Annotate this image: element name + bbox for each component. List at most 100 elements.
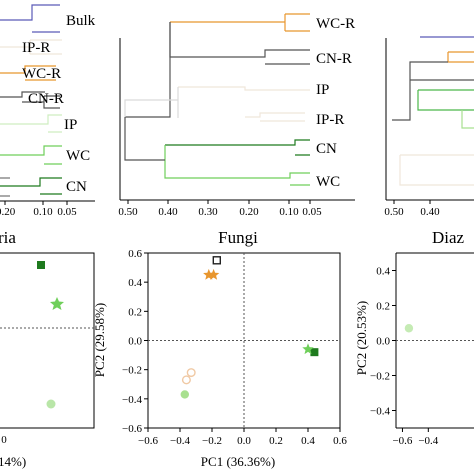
point-ip [46, 399, 56, 409]
tick-label: 0.20 [239, 206, 259, 218]
bacteria-dendrogram: Bulk IP-R WC-R CN-R IP WC CN 0.20 0.10 0… [0, 4, 96, 218]
y-tick-label: 0.2 [376, 301, 390, 313]
y-tick-label: −0.2 [122, 365, 142, 377]
y-tick-label: −0.4 [122, 394, 142, 406]
fungi-pca: Fungi PC2 (29.58%) PC1 (36.36%) −0.6 −0.4… [92, 228, 347, 469]
data-point-ip-r [181, 375, 191, 385]
y-tick-label: 0.0 [128, 336, 142, 348]
branch-green [417, 89, 474, 111]
branch-light [461, 110, 474, 129]
leaf-label: CN-R [316, 51, 352, 67]
tick-label: 0 [1, 434, 7, 446]
branch-wc [164, 145, 310, 186]
diazotroph-pca: Diaz PC2 (20.53%) 0.40.20.0−0.2−0.4−0.6−… [354, 228, 474, 447]
data-point-wc-r [207, 268, 220, 280]
leaf-label: WC [66, 148, 90, 164]
bacteria-leaf-labels: Bulk IP-R WC-R CN-R IP WC CN [22, 13, 96, 195]
bacteria-pca: ria 0 14%) [0, 228, 95, 469]
branch-bulk [0, 4, 60, 33]
tick-label: 0.10 [33, 206, 53, 218]
point-cn [37, 261, 45, 269]
x-tick-label: −0.6 [138, 435, 158, 447]
data-point-ip [180, 390, 189, 399]
branch-cn-r [0, 91, 60, 109]
tick-label: 0.05 [57, 206, 77, 218]
x-tick-label: 0.6 [333, 435, 347, 447]
leaf-label: IP-R [22, 40, 50, 56]
branch-ip-join [124, 87, 179, 118]
x-axis-label: PC1 (36.36%) [201, 454, 275, 469]
tick-label: 0.40 [420, 206, 440, 218]
branch-wc-r [0, 65, 56, 81]
leaf-label: CN [66, 179, 87, 195]
data-point-cn-r [212, 256, 222, 265]
tick-label: 0.10 [279, 206, 299, 218]
branch-cn-r [169, 22, 310, 65]
data-point-cn [310, 348, 319, 357]
x-tick-label: 0.2 [269, 435, 283, 447]
branch-cw-join [124, 117, 165, 161]
diaz-pca-plot-area: 0.4 0.2 0.0 −0.2 −0.4 −0.6 −0.4 [370, 252, 474, 447]
panel-title: ria [0, 228, 16, 247]
bacteria-pca-points [37, 261, 64, 409]
x-tick-label: −0.6 [392, 435, 412, 447]
leaf-label: IP [316, 82, 329, 98]
leaf-label: IP-R [316, 112, 344, 128]
panel-title: Fungi [218, 228, 258, 247]
tick-label: 0.20 [0, 206, 16, 218]
x-tick-label: 0.4 [301, 435, 315, 447]
point-wc [50, 297, 64, 310]
fungi-x-ticks: 0.50 0.40 0.30 0.20 0.10 0.05 [118, 200, 322, 218]
branch-orange [447, 51, 474, 63]
branch-dark [392, 61, 474, 121]
leaf-label: WC [316, 174, 340, 190]
branch-ip [0, 114, 62, 133]
bacteria-pca-frame [0, 252, 95, 429]
diaz-x-ticks: 0.50 0.40 [384, 200, 440, 218]
leaf-label: Bulk [66, 13, 96, 29]
leaf-label: IP [64, 117, 77, 133]
x-tick-label: 0.0 [237, 435, 251, 447]
data-point-ip-r [186, 368, 196, 378]
fungi-leaf-labels: WC-R CN-R IP IP-R CN WC [316, 16, 355, 190]
x-tick-label: −0.4 [418, 435, 438, 447]
y-tick-label: 0.4 [376, 266, 390, 278]
tick-label: 0.05 [302, 206, 322, 218]
y-tick-label: 0.0 [376, 336, 390, 348]
branch-top-join [125, 22, 171, 118]
diazotroph-dendrogram: 0.50 0.40 [384, 36, 474, 218]
branch-root [0, 177, 10, 197]
leaf-label: CN [316, 141, 337, 157]
y-tick-label: −0.2 [370, 371, 390, 383]
data-point-wc-r [203, 268, 215, 280]
data-point-ip [404, 324, 414, 333]
tick-label: 0.40 [158, 206, 178, 218]
branch-wc-r [170, 13, 310, 32]
y-tick-label: 0.2 [128, 306, 142, 318]
branch-pale [399, 154, 474, 186]
panel-title: Diaz [432, 228, 465, 247]
y-axis-label: PC2 (29.58%) [92, 303, 107, 377]
leaf-label: CN-R [28, 91, 64, 107]
branch-ip-r [0, 39, 62, 55]
y-tick-label: −0.4 [370, 406, 390, 418]
y-tick-label: −0.6 [122, 423, 142, 435]
data-point-wc [302, 343, 314, 355]
branch-cn [165, 139, 310, 156]
axis-label: 14%) [0, 454, 26, 469]
branch-cn [0, 177, 62, 195]
fungi-pca-plot-area: −0.6 −0.4 −0.2 0.0 0.2 0.4 0.6 0.6 0.4 0.2 0.0 −0.2… [122, 248, 347, 447]
bacteria-x-ticks: 0.20 0.10 0.05 [0, 201, 77, 218]
leaf-label: WC-R [22, 66, 61, 82]
x-tick-label: −0.2 [202, 435, 222, 447]
branch-wc [0, 145, 62, 165]
tick-label: 0.30 [198, 206, 218, 218]
tick-label: 0.50 [118, 206, 138, 218]
y-tick-label: 0.4 [128, 277, 142, 289]
tick-label: 0.50 [384, 206, 404, 218]
x-tick-label: −0.4 [170, 435, 190, 447]
y-tick-label: 0.6 [128, 248, 142, 260]
y-axis-label: PC2 (20.53%) [354, 301, 369, 375]
branch-ip [178, 86, 310, 122]
